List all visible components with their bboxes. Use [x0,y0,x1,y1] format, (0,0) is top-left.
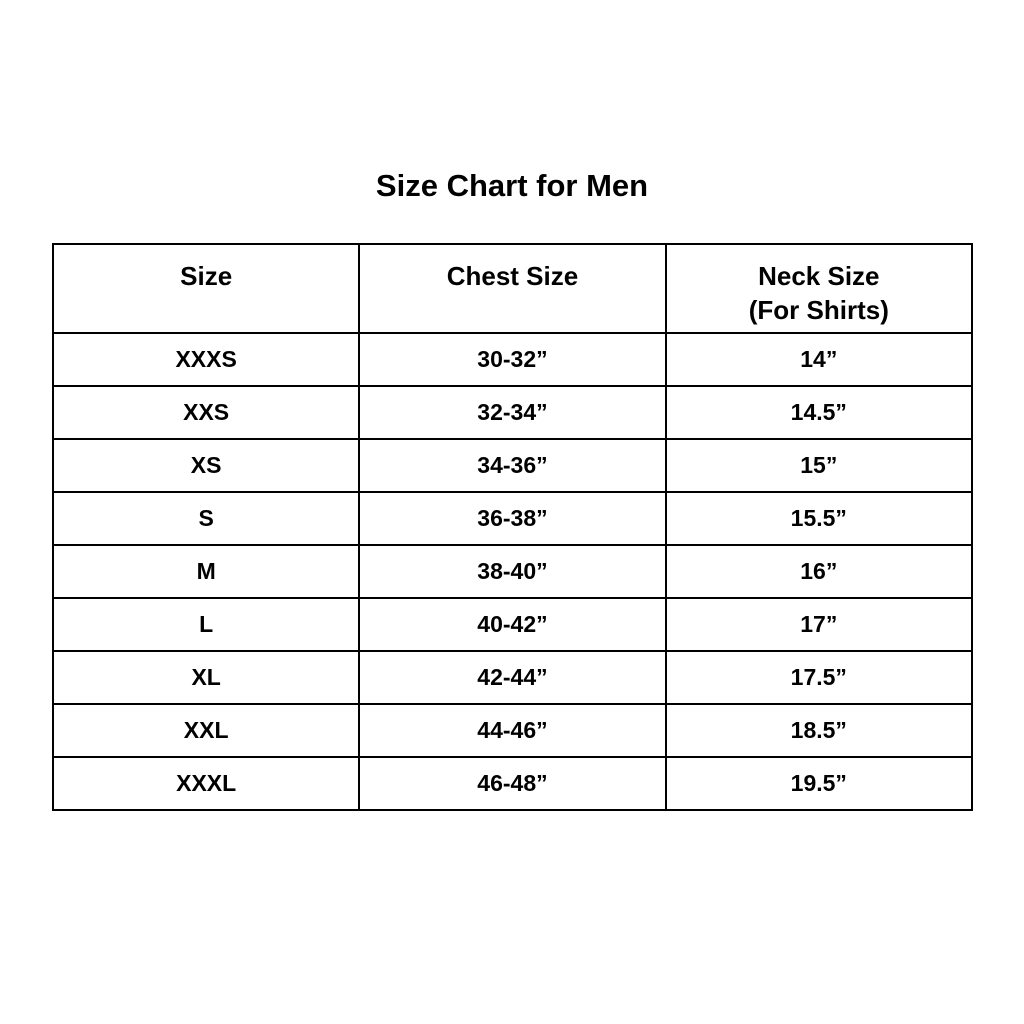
table-row: XXL 44-46” 18.5” [51,703,974,758]
chest-size-cell: 44-46” [358,703,667,758]
chest-size-cell: 34-36” [358,438,667,493]
table-row: XS 34-36” 15” [51,438,974,493]
neck-size-cell: 14” [664,332,974,387]
chest-size-cell: 46-48” [358,756,667,811]
size-cell: S [51,491,361,546]
neck-size-cell: 18.5” [664,703,974,758]
neck-size-cell: 17” [664,597,974,652]
table-row: XXXS 30-32” 14” [51,332,974,387]
size-cell: M [51,544,361,599]
neck-size-cell: 16” [664,544,974,599]
header-size: Size [51,243,361,334]
size-cell: XXS [51,385,361,440]
chest-size-cell: 30-32” [358,332,667,387]
neck-size-cell: 15.5” [664,491,974,546]
size-cell: XL [51,650,361,705]
neck-size-cell: 17.5” [664,650,974,705]
table-row: L 40-42” 17” [51,597,974,652]
neck-size-cell: 14.5” [664,385,974,440]
chest-size-cell: 38-40” [358,544,667,599]
table-row: XXXL 46-48” 19.5” [51,756,974,811]
chest-size-cell: 32-34” [358,385,667,440]
page-title: Size Chart for Men [375,168,649,203]
table-row: XL 42-44” 17.5” [51,650,974,705]
size-cell: L [51,597,361,652]
table-row: XXS 32-34” 14.5” [51,385,974,440]
chest-size-cell: 42-44” [358,650,667,705]
chest-size-cell: 40-42” [358,597,667,652]
size-cell: XXXS [51,332,361,387]
size-cell: XXXL [51,756,361,811]
header-row: Size Chest Size Neck Size (For Shirts) [51,243,974,334]
table-row: M 38-40” 16” [51,544,974,599]
size-cell: XS [51,438,361,493]
neck-size-cell: 15” [664,438,974,493]
size-chart-table: Size Chest Size Neck Size (For Shirts) XX… [51,243,974,811]
size-cell: XXL [51,703,361,758]
header-neck-size: Neck Size (For Shirts) [664,243,974,334]
neck-size-cell: 19.5” [664,756,974,811]
header-chest-size: Chest Size [358,243,667,334]
chest-size-cell: 36-38” [358,491,667,546]
table-row: S 36-38” 15.5” [51,491,974,546]
